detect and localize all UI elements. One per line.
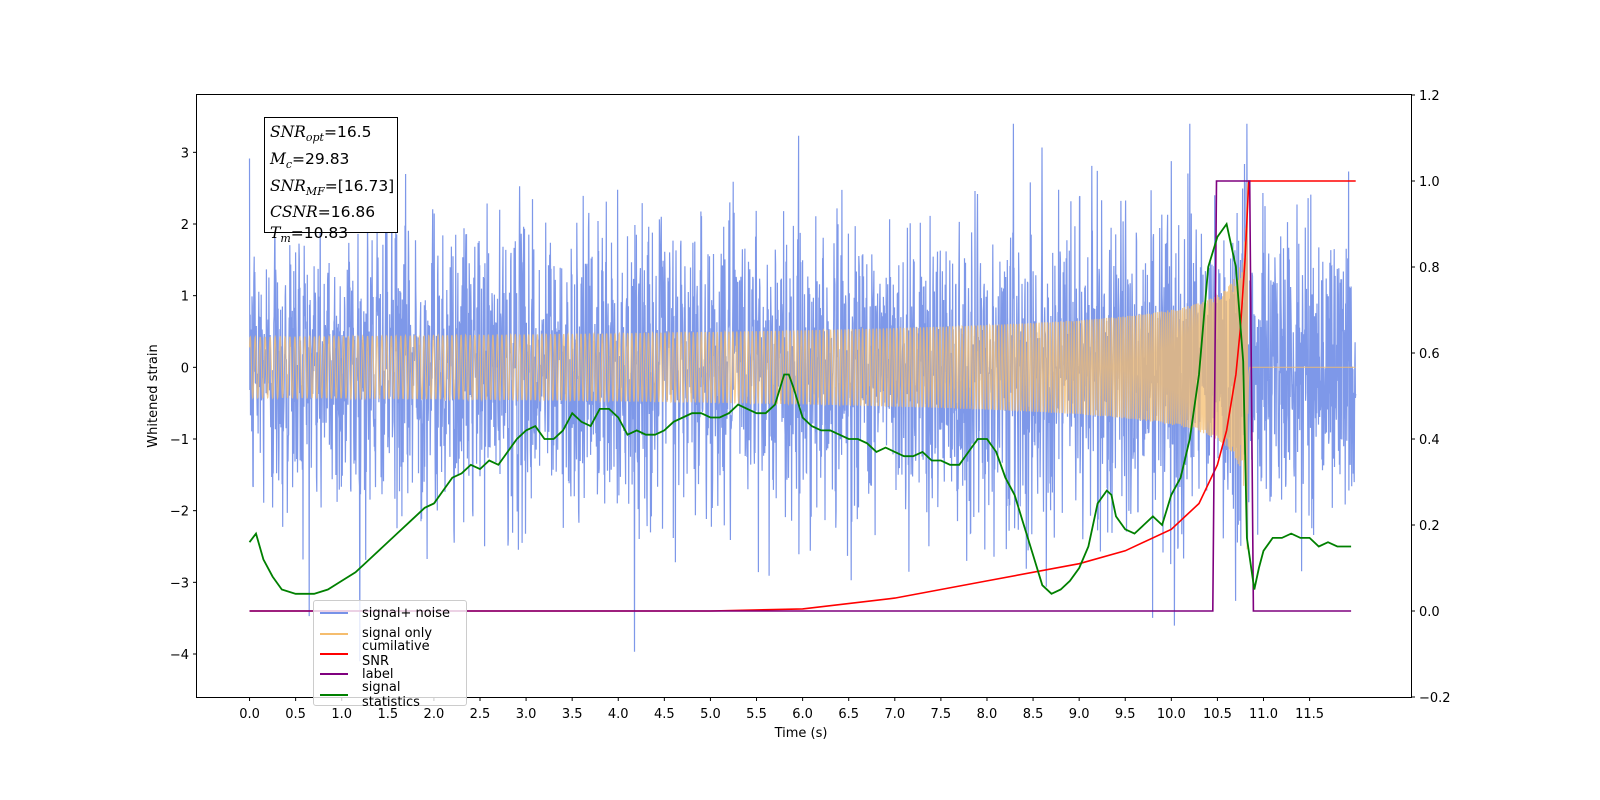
y-tick-label-right: 0.6: [1419, 347, 1440, 362]
legend-label: signal statistics: [362, 679, 420, 710]
y-tick-label-right: 1.2: [1419, 89, 1440, 104]
y-tick-label-left: 3: [181, 146, 189, 161]
x-tick-label: 7.5: [931, 707, 952, 722]
legend-item: signal+ noise: [320, 603, 460, 623]
x-tick-label: 0.0: [239, 707, 260, 722]
snr-opt-value: 16.5: [336, 123, 372, 141]
x-axis-label: Time (s): [774, 726, 828, 741]
plot-area: [248, 123, 1357, 662]
x-tick-label: 9.5: [1115, 707, 1136, 722]
x-tick-label: 3.0: [516, 707, 537, 722]
x-tick-label: 2.5: [470, 707, 491, 722]
legend-item: signal statistics: [320, 680, 460, 710]
x-tick-label: 2.0: [424, 707, 445, 722]
legend-swatch: [320, 693, 348, 696]
legend-swatch: [320, 612, 348, 615]
x-tick-label: 8.0: [977, 707, 998, 722]
legend-label: signal+ noise: [362, 605, 451, 621]
series-signal-plus-noise: [248, 123, 1357, 662]
tm-value: 10.83: [303, 224, 349, 243]
y-tick-label-right: 1.0: [1419, 175, 1440, 190]
x-tick-label: 3.5: [562, 707, 583, 722]
y-tick-label-left: −3: [170, 576, 189, 591]
x-tick-label: 5.0: [700, 707, 721, 722]
x-tick-label: 10.5: [1203, 707, 1232, 722]
csnr-value: 16.86: [330, 203, 376, 222]
csnr-row: CSNR=16.86: [270, 203, 376, 222]
y-axis-right-ticks: 1.2 1.0 0.8 0.6 0.4 0.2 0.0 −0.2: [1411, 89, 1451, 706]
x-tick-label: 11.0: [1249, 707, 1278, 722]
snr-opt-row: SNRopt=16.5: [270, 123, 372, 145]
x-tick-label: 10.0: [1157, 707, 1186, 722]
y-tick-label-right: 0.2: [1419, 519, 1440, 534]
snr-mf-value: [16.73]: [337, 176, 395, 195]
y-tick-label-right: 0.4: [1419, 433, 1440, 448]
x-tick-label: 1.5: [377, 707, 398, 722]
x-tick-label: 4.0: [608, 707, 629, 722]
series-signal-statistics: [248, 221, 1352, 595]
snr-annotation-box: SNRopt=16.5 Mc=29.83 SNRMF=[16.73] CSNR=…: [264, 117, 398, 245]
y-tick-label-left: −1: [170, 433, 189, 448]
x-tick-label: 8.5: [1023, 707, 1044, 722]
series-label: [249, 180, 1352, 612]
x-tick-label: 7.0: [884, 707, 905, 722]
legend-item: signal only: [320, 623, 460, 643]
snr-mf-row: SNRMF=[16.73]: [270, 176, 395, 198]
axes-frame: [196, 94, 1412, 698]
y-tick-label-left: 2: [181, 218, 189, 233]
x-tick-label: 6.5: [838, 707, 859, 722]
y-tick-label-left: 0: [181, 361, 189, 376]
x-tick-label: 4.5: [654, 707, 675, 722]
legend-label: cumilative SNR: [362, 638, 430, 669]
legend-label: label: [362, 666, 394, 682]
legend-item: cumilative SNR: [320, 639, 460, 669]
y-tick-label-left: 1: [181, 290, 189, 305]
y-axis-left-ticks: 3 2 1 0 −1 −2 −3 −4: [170, 146, 197, 663]
y-tick-label-left: −4: [170, 648, 189, 663]
y-tick-label-right: 0.8: [1419, 261, 1440, 276]
series-cumulative-snr: [249, 180, 1356, 612]
x-tick-label: 5.5: [746, 707, 767, 722]
legend-swatch: [320, 673, 348, 676]
tm-row: Tm=10.83: [270, 224, 349, 246]
x-tick-label: 1.0: [331, 707, 352, 722]
x-tick-label: 0.5: [285, 707, 306, 722]
legend: signal+ noise signal only cumilative SNR…: [313, 600, 467, 710]
y-tick-label-right: 0.0: [1419, 605, 1440, 620]
legend-label: signal only: [362, 626, 433, 642]
legend-swatch: [320, 652, 348, 655]
y-axis-label: Whitened strain: [146, 344, 161, 447]
x-tick-label: 9.0: [1069, 707, 1090, 722]
series-signal-only: [248, 182, 1356, 550]
mc-row: Mc=29.83: [270, 149, 350, 171]
x-axis-ticks: 0.0 0.5 1.0 1.5 2.0 2.5 3.0 3.5 4.0 4.5 5.0 5.5 6.0 6…: [239, 697, 1324, 722]
mc-value: 29.83: [305, 149, 350, 168]
x-tick-label: 6.0: [792, 707, 813, 722]
legend-swatch: [320, 632, 348, 635]
y-tick-label-right: −0.2: [1419, 691, 1451, 706]
x-tick-label: 11.5: [1295, 707, 1324, 722]
y-tick-label-left: −2: [170, 505, 189, 520]
legend-item: label: [320, 664, 460, 684]
